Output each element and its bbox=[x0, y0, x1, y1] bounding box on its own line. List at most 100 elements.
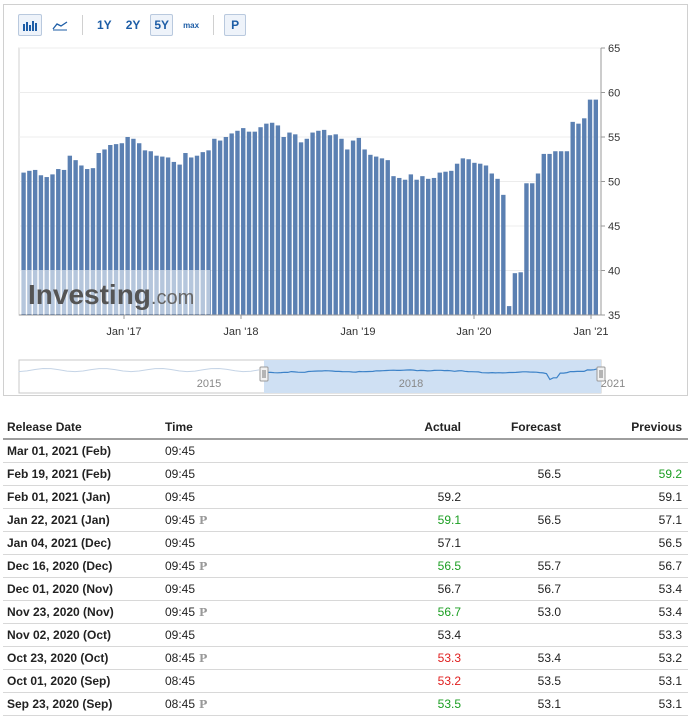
bar[interactable] bbox=[27, 170, 32, 315]
preliminary-icon[interactable]: P bbox=[199, 651, 208, 665]
bar[interactable] bbox=[495, 178, 500, 315]
bar[interactable] bbox=[350, 140, 356, 315]
header-actual[interactable]: Actual bbox=[311, 416, 473, 440]
preliminary-toggle-button[interactable]: P bbox=[224, 14, 247, 36]
range-max-button[interactable]: max bbox=[183, 20, 200, 30]
bar[interactable] bbox=[113, 144, 119, 315]
bar[interactable] bbox=[38, 175, 44, 315]
bar[interactable] bbox=[44, 177, 49, 315]
bar[interactable] bbox=[426, 178, 431, 315]
header-forecast[interactable]: Forecast bbox=[473, 416, 573, 440]
navigator-handle[interactable] bbox=[259, 366, 269, 382]
area-chart-button[interactable] bbox=[48, 14, 72, 36]
bar[interactable] bbox=[576, 123, 581, 316]
bar[interactable] bbox=[223, 137, 229, 315]
bar[interactable] bbox=[449, 170, 454, 315]
bar[interactable] bbox=[61, 169, 67, 315]
bar[interactable] bbox=[356, 137, 362, 315]
bar[interactable] bbox=[373, 156, 379, 315]
bar[interactable] bbox=[339, 138, 344, 315]
bar[interactable] bbox=[408, 174, 414, 315]
bar[interactable] bbox=[154, 155, 159, 315]
bar[interactable] bbox=[165, 157, 171, 315]
bar[interactable] bbox=[177, 164, 182, 315]
bar[interactable] bbox=[402, 179, 408, 315]
bar[interactable] bbox=[547, 153, 552, 315]
bar[interactable] bbox=[368, 154, 373, 315]
bar[interactable] bbox=[535, 173, 541, 315]
bar[interactable] bbox=[50, 174, 55, 315]
bar[interactable] bbox=[67, 155, 73, 315]
bar[interactable] bbox=[73, 160, 78, 315]
bar[interactable] bbox=[200, 152, 205, 315]
bar[interactable] bbox=[194, 155, 200, 315]
bar[interactable] bbox=[466, 159, 471, 315]
bar[interactable] bbox=[79, 165, 84, 315]
preliminary-icon[interactable]: P bbox=[199, 513, 208, 527]
preliminary-icon[interactable]: P bbox=[199, 697, 208, 711]
bar[interactable] bbox=[443, 171, 448, 315]
bar[interactable] bbox=[437, 172, 442, 315]
bar[interactable] bbox=[333, 134, 338, 315]
bar[interactable] bbox=[558, 151, 564, 315]
bar[interactable] bbox=[56, 169, 61, 315]
bar[interactable] bbox=[587, 99, 593, 316]
bar[interactable] bbox=[293, 134, 298, 315]
bar[interactable] bbox=[553, 151, 558, 315]
bar[interactable] bbox=[206, 150, 211, 315]
bar[interactable] bbox=[246, 131, 252, 315]
bar[interactable] bbox=[212, 138, 217, 315]
bar[interactable] bbox=[241, 128, 246, 315]
bar[interactable] bbox=[84, 169, 90, 315]
bar[interactable] bbox=[362, 149, 367, 315]
bar[interactable] bbox=[570, 121, 575, 316]
bar[interactable] bbox=[345, 149, 350, 315]
bar[interactable] bbox=[32, 169, 38, 315]
bar[interactable] bbox=[327, 135, 333, 315]
preliminary-icon[interactable]: P bbox=[199, 559, 208, 573]
bar[interactable] bbox=[478, 163, 483, 315]
bar[interactable] bbox=[316, 130, 321, 315]
bar[interactable] bbox=[90, 168, 96, 315]
bar[interactable] bbox=[96, 153, 101, 315]
bar[interactable] bbox=[281, 137, 286, 315]
bar[interactable] bbox=[235, 130, 240, 315]
bar[interactable] bbox=[189, 157, 194, 315]
bar[interactable] bbox=[183, 153, 188, 315]
bar[interactable] bbox=[321, 129, 327, 315]
bar[interactable] bbox=[391, 176, 396, 315]
bar[interactable] bbox=[131, 138, 136, 315]
header-time[interactable]: Time bbox=[161, 416, 311, 440]
bar-chart-button[interactable] bbox=[18, 14, 42, 36]
bar[interactable] bbox=[582, 118, 587, 315]
bar[interactable] bbox=[125, 137, 130, 315]
preliminary-icon[interactable]: P bbox=[199, 605, 208, 619]
header-previous[interactable]: Previous bbox=[573, 416, 688, 440]
bar[interactable] bbox=[160, 156, 165, 315]
bar[interactable] bbox=[229, 133, 234, 315]
bar[interactable] bbox=[379, 158, 385, 315]
bar[interactable] bbox=[264, 123, 269, 316]
bar[interactable] bbox=[298, 142, 304, 315]
bar[interactable] bbox=[506, 306, 512, 315]
bar[interactable] bbox=[454, 163, 460, 315]
bar[interactable] bbox=[460, 158, 466, 315]
bar[interactable] bbox=[287, 132, 292, 315]
bar[interactable] bbox=[385, 160, 390, 315]
bar[interactable] bbox=[472, 162, 477, 315]
bar[interactable] bbox=[530, 183, 535, 315]
bar[interactable] bbox=[489, 173, 494, 315]
navigator-handle[interactable] bbox=[596, 366, 606, 382]
bar[interactable] bbox=[593, 99, 598, 316]
bar[interactable] bbox=[137, 143, 142, 315]
bar[interactable] bbox=[148, 151, 153, 315]
range-2y-button[interactable]: 2Y bbox=[125, 18, 141, 32]
bar[interactable] bbox=[171, 161, 177, 315]
range-5y-button[interactable]: 5Y bbox=[150, 14, 174, 36]
bar[interactable] bbox=[310, 132, 315, 315]
bar[interactable] bbox=[420, 176, 425, 315]
bar[interactable] bbox=[512, 273, 518, 315]
bar[interactable] bbox=[564, 151, 570, 315]
bar[interactable] bbox=[102, 149, 107, 315]
header-release-date[interactable]: Release Date bbox=[3, 416, 161, 440]
